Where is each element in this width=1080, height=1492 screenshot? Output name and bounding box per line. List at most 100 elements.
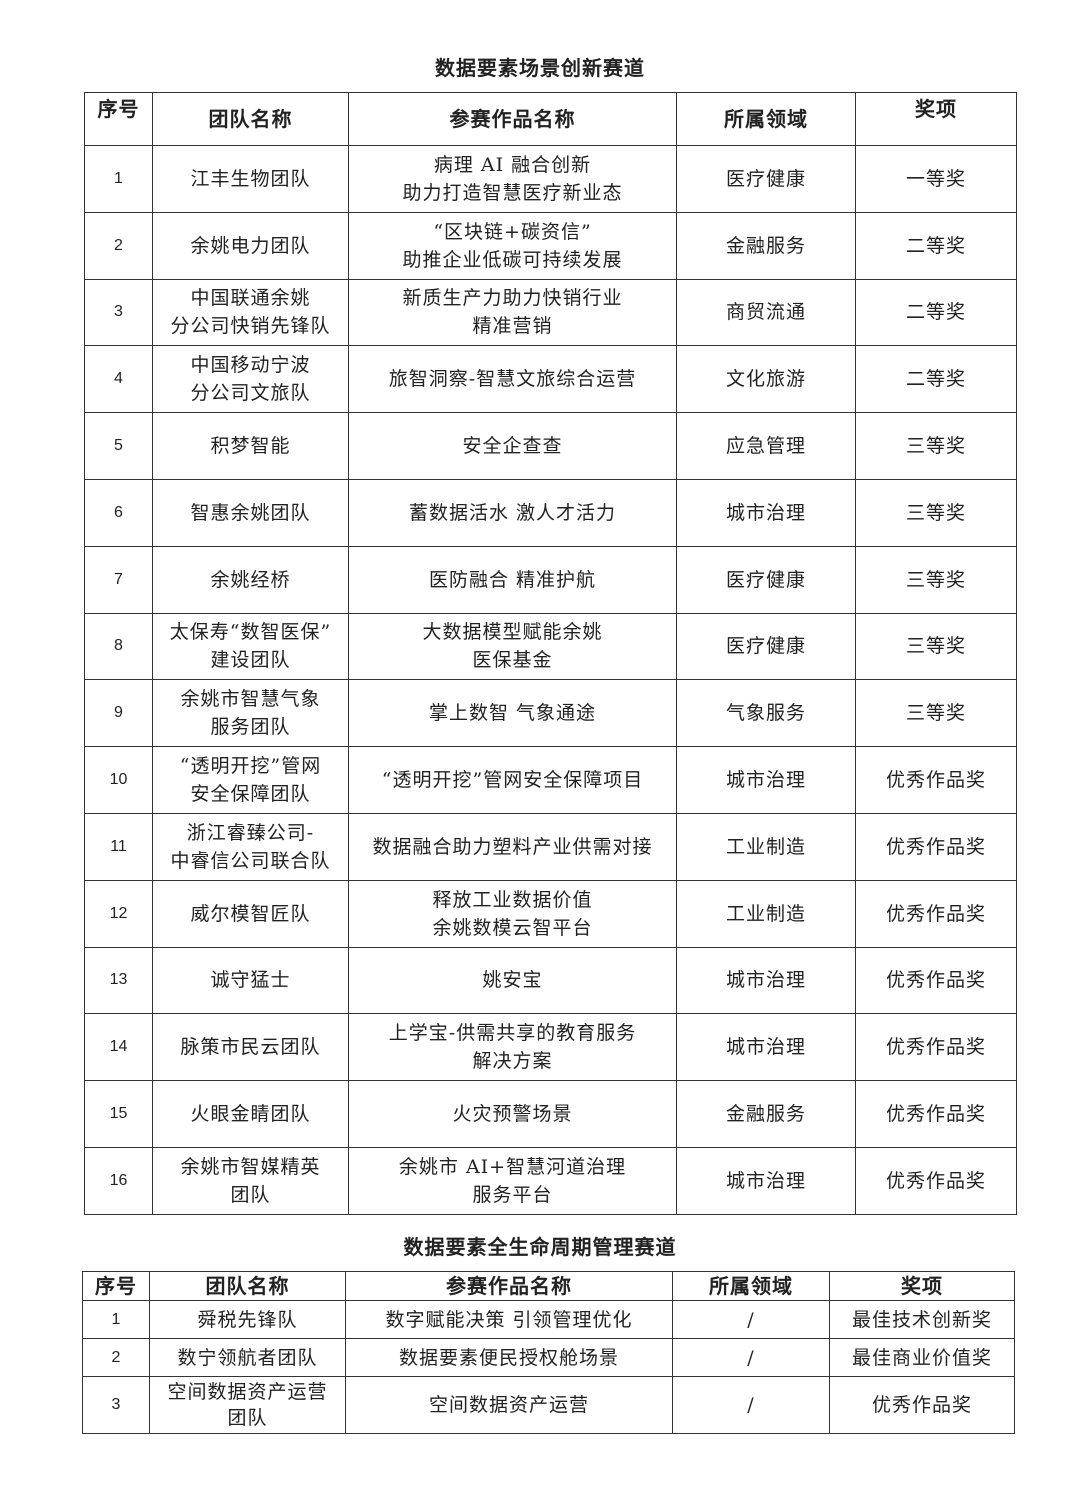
cell-award: 优秀作品奖	[855, 812, 1017, 881]
table-row: 12 威尔模智匠队 释放工业数据价值 余姚数模云智平台 工业制造 优秀作品奖	[84, 879, 1017, 948]
cell-domain: 城市治理	[676, 1013, 856, 1082]
cell-entry-name: 释放工业数据价值 余姚数模云智平台	[348, 879, 677, 948]
cell-team-name: “透明开挖”管网 安全保障团队	[152, 746, 349, 814]
cell-rank-number: 1	[82, 1300, 150, 1339]
track1-table: 序号 团队名称 参赛作品名称 所属领域 奖项 1 江丰生物团队 病理 AI 融合创新 助力打…	[84, 92, 1017, 1215]
track2-title: 数据要素全生命周期管理赛道	[403, 1235, 677, 1259]
cell-entry-name: 病理 AI 融合创新 助力打造智慧医疗新业态	[348, 145, 677, 213]
cell-team-name: 火眼金睛团队	[152, 1080, 349, 1148]
cell-domain: 医疗健康	[676, 545, 856, 614]
cell-team-name: 空间数据资产运营 团队	[149, 1376, 346, 1434]
cell-entry-name: 新质生产力助力快销行业 精准营销	[348, 278, 677, 347]
cell-rank-number: 3	[82, 1376, 150, 1434]
cell-domain: 城市治理	[676, 946, 856, 1015]
cell-domain: 工业制造	[676, 879, 856, 948]
table-row: 16 余姚市智媒精英 团队 余姚市 AI+智慧河道治理 服务平台 城市治理 优秀作品奖	[84, 1146, 1017, 1215]
table-row: 14 脉策市民云团队 上学宝-供需共享的教育服务 解决方案 城市治理 优秀作品奖	[84, 1013, 1017, 1082]
cell-entry-name: 大数据模型赋能余姚 医保基金	[348, 612, 677, 681]
header-domain: 所属领域	[672, 1271, 830, 1301]
cell-rank-number: 16	[84, 1146, 153, 1215]
header-row: 序号 团队名称 参赛作品名称 所属领域 奖项	[82, 1271, 1015, 1301]
cell-entry-name: 姚安宝	[348, 946, 677, 1015]
cell-team-name: 积梦智能	[152, 412, 349, 480]
table-row: 10 “透明开挖”管网 安全保障团队 “透明开挖”管网安全保障项目 城市治理 优秀作品奖	[84, 746, 1017, 814]
table-row: 8 太保寿“数智医保” 建设团队 大数据模型赋能余姚 医保基金 医疗健康 三等奖	[84, 612, 1017, 681]
cell-rank-number: 10	[84, 746, 153, 814]
table-row: 2 数宁领航者团队 数据要素便民授权舱场景 / 最佳商业价值奖	[82, 1338, 1015, 1377]
table-row: 7 余姚经桥 医防融合 精准护航 医疗健康 三等奖	[84, 545, 1017, 614]
cell-entry-name: “透明开挖”管网安全保障项目	[348, 746, 677, 814]
cell-team-name: 智惠余姚团队	[152, 478, 349, 547]
cell-team-name: 浙江睿臻公司- 中睿信公司联合队	[152, 812, 349, 881]
cell-rank-number: 8	[84, 612, 153, 681]
cell-rank-number: 2	[84, 211, 153, 280]
cell-rank-number: 12	[84, 879, 153, 948]
header-domain: 所属领域	[676, 92, 856, 146]
cell-award: 一等奖	[855, 145, 1017, 213]
cell-entry-name: 数字赋能决策 引领管理优化	[345, 1300, 673, 1339]
cell-team-name: 中国移动宁波 分公司文旅队	[152, 345, 349, 414]
cell-domain: 工业制造	[676, 812, 856, 881]
cell-rank-number: 4	[84, 345, 153, 414]
cell-entry-name: 掌上数智 气象通途	[348, 679, 677, 748]
cell-domain: 应急管理	[676, 412, 856, 480]
table-row: 11 浙江睿臻公司- 中睿信公司联合队 数据融合助力塑料产业供需对接 工业制造 优秀作品…	[84, 812, 1017, 881]
cell-domain: 金融服务	[676, 211, 856, 280]
cell-domain: 医疗健康	[676, 612, 856, 681]
cell-entry-name: 上学宝-供需共享的教育服务 解决方案	[348, 1013, 677, 1082]
cell-award: 优秀作品奖	[855, 1080, 1017, 1148]
cell-award: 三等奖	[855, 478, 1017, 547]
cell-domain: /	[672, 1338, 830, 1377]
cell-award: 最佳技术创新奖	[829, 1300, 1015, 1339]
table-row: 9 余姚市智慧气象 服务团队 掌上数智 气象通途 气象服务 三等奖	[84, 679, 1017, 748]
header-entry-name: 参赛作品名称	[348, 92, 677, 146]
cell-team-name: 舜税先锋队	[149, 1300, 346, 1339]
table-row: 6 智惠余姚团队 蓄数据活水 激人才活力 城市治理 三等奖	[84, 478, 1017, 547]
cell-domain: /	[672, 1376, 830, 1434]
table-row: 13 诚守猛士 姚安宝 城市治理 优秀作品奖	[84, 946, 1017, 1015]
cell-entry-name: 余姚市 AI+智慧河道治理 服务平台	[348, 1146, 677, 1215]
cell-team-name: 余姚市智媒精英 团队	[152, 1146, 349, 1215]
header-award: 奖项	[855, 92, 1017, 146]
cell-award: 最佳商业价值奖	[829, 1338, 1015, 1377]
cell-domain: 城市治理	[676, 478, 856, 547]
cell-team-name: 脉策市民云团队	[152, 1013, 349, 1082]
table-row: 1 舜税先锋队 数字赋能决策 引领管理优化 / 最佳技术创新奖	[82, 1300, 1015, 1339]
header-entry-name: 参赛作品名称	[345, 1271, 673, 1301]
cell-team-name: 余姚市智慧气象 服务团队	[152, 679, 349, 748]
cell-team-name: 中国联通余姚 分公司快销先锋队	[152, 278, 349, 347]
table-row: 15 火眼金睛团队 火灾预警场景 金融服务 优秀作品奖	[84, 1080, 1017, 1148]
cell-rank-number: 3	[84, 278, 153, 347]
table-row: 2 余姚电力团队 “区块链+碳资信” 助推企业低碳可持续发展 金融服务 二等奖	[84, 211, 1017, 280]
cell-award: 优秀作品奖	[855, 879, 1017, 948]
track2-table: 序号 团队名称 参赛作品名称 所属领域 奖项 1 舜税先锋队 数字赋能决策 引领管理优化 / 最…	[82, 1271, 1015, 1434]
cell-rank-number: 15	[84, 1080, 153, 1148]
cell-team-name: 诚守猛士	[152, 946, 349, 1015]
cell-award: 三等奖	[855, 545, 1017, 614]
table-row: 1 江丰生物团队 病理 AI 融合创新 助力打造智慧医疗新业态 医疗健康 一等奖	[84, 145, 1017, 213]
cell-award: 二等奖	[855, 211, 1017, 280]
header-team-name: 团队名称	[152, 92, 349, 146]
cell-entry-name: “区块链+碳资信” 助推企业低碳可持续发展	[348, 211, 677, 280]
table-row: 3 空间数据资产运营 团队 空间数据资产运营 / 优秀作品奖	[82, 1376, 1015, 1434]
cell-team-name: 数宁领航者团队	[149, 1338, 346, 1377]
cell-rank-number: 11	[84, 812, 153, 881]
cell-team-name: 江丰生物团队	[152, 145, 349, 213]
header-row: 序号 团队名称 参赛作品名称 所属领域 奖项	[84, 92, 1017, 146]
header-award: 奖项	[829, 1271, 1015, 1301]
table-row: 4 中国移动宁波 分公司文旅队 旅智洞察-智慧文旅综合运营 文化旅游 二等奖	[84, 345, 1017, 414]
cell-domain: 医疗健康	[676, 145, 856, 213]
cell-entry-name: 数据要素便民授权舱场景	[345, 1338, 673, 1377]
cell-award: 三等奖	[855, 412, 1017, 480]
cell-entry-name: 火灾预警场景	[348, 1080, 677, 1148]
cell-award: 优秀作品奖	[855, 946, 1017, 1015]
header-rank-number: 序号	[84, 92, 153, 146]
cell-rank-number: 6	[84, 478, 153, 547]
cell-award: 优秀作品奖	[855, 746, 1017, 814]
table-row: 3 中国联通余姚 分公司快销先锋队 新质生产力助力快销行业 精准营销 商贸流通 二等奖	[84, 278, 1017, 347]
header-team-name: 团队名称	[149, 1271, 346, 1301]
cell-domain: 商贸流通	[676, 278, 856, 347]
cell-award: 三等奖	[855, 679, 1017, 748]
cell-team-name: 太保寿“数智医保” 建设团队	[152, 612, 349, 681]
cell-entry-name: 蓄数据活水 激人才活力	[348, 478, 677, 547]
